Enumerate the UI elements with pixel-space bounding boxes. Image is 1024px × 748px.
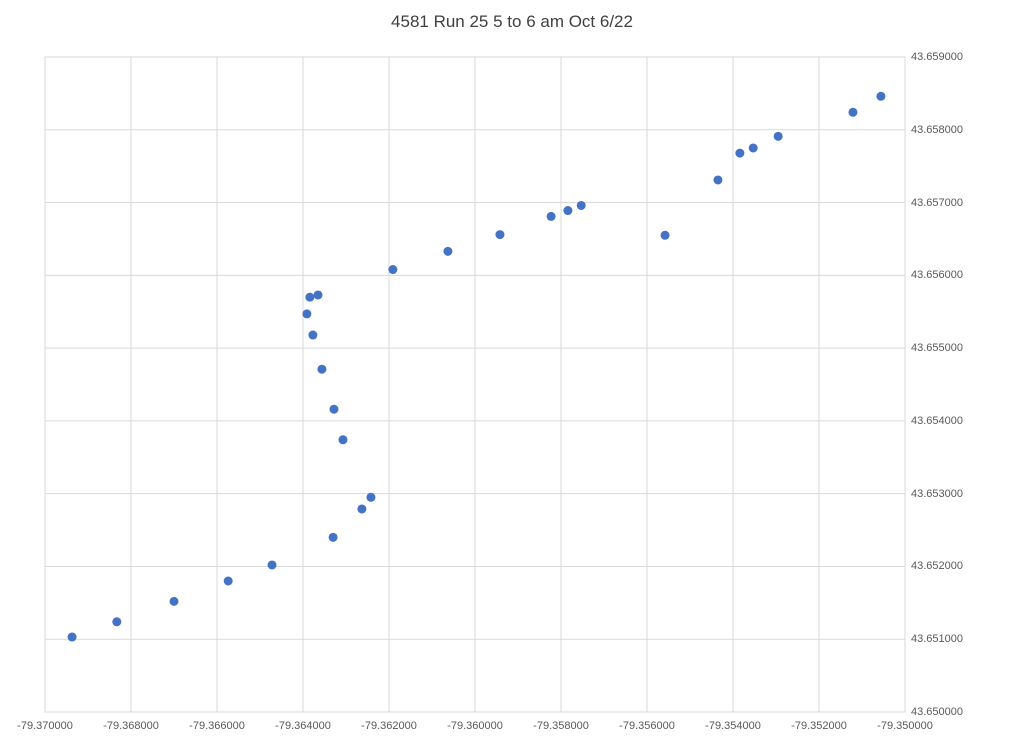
y-tick-label: 43.654000: [911, 414, 963, 427]
x-tick-label: -79.358000: [533, 720, 589, 732]
y-tick-label: 43.653000: [911, 487, 963, 500]
data-point: [317, 364, 327, 374]
data-point: [748, 143, 758, 153]
data-point: [563, 206, 573, 216]
x-tick-label: -79.362000: [361, 720, 417, 732]
x-tick-label: -79.356000: [619, 720, 675, 732]
data-point: [329, 404, 339, 414]
y-tick-label: 43.656000: [911, 269, 963, 282]
data-point: [660, 230, 670, 240]
data-point: [357, 504, 367, 514]
data-point: [443, 246, 453, 256]
x-tick-label: -79.364000: [275, 720, 331, 732]
data-point: [338, 435, 348, 445]
data-point: [267, 560, 277, 570]
data-point: [112, 617, 122, 627]
data-point: [328, 532, 338, 542]
x-tick-label: -79.360000: [447, 720, 503, 732]
data-point: [848, 107, 858, 117]
y-tick-label: 43.651000: [911, 633, 963, 646]
data-point: [308, 330, 318, 340]
y-tick-label: 43.650000: [911, 706, 963, 718]
data-point: [388, 265, 398, 275]
y-tick-label: 43.659000: [911, 51, 963, 63]
data-point: [313, 290, 323, 300]
chart-title: 4581 Run 25 5 to 6 am Oct 6/22: [391, 12, 633, 31]
y-tick-label: 43.655000: [911, 342, 963, 355]
x-tick-label: -79.352000: [791, 720, 847, 732]
x-tick-label: -79.350000: [877, 720, 933, 732]
plot-border: [44, 56, 906, 713]
data-point: [876, 91, 886, 101]
data-point: [713, 175, 723, 185]
x-tick-label: -79.370000: [17, 720, 73, 732]
y-tick-label: 43.652000: [911, 560, 963, 573]
data-point: [773, 131, 783, 141]
x-tick-label: -79.354000: [705, 720, 761, 732]
data-point: [546, 211, 556, 221]
data-point: [495, 230, 505, 240]
x-tick-label: -79.366000: [189, 720, 245, 732]
y-tick-label: 43.657000: [911, 196, 963, 209]
data-point: [67, 632, 77, 642]
data-point: [223, 576, 233, 586]
data-point: [302, 309, 312, 319]
x-tick-label: -79.368000: [103, 720, 159, 732]
y-tick-label: 43.658000: [911, 123, 963, 136]
data-point: [576, 200, 586, 210]
data-point: [366, 492, 376, 502]
data-point: [735, 148, 745, 158]
data-point: [305, 292, 315, 302]
data-point: [169, 596, 179, 606]
